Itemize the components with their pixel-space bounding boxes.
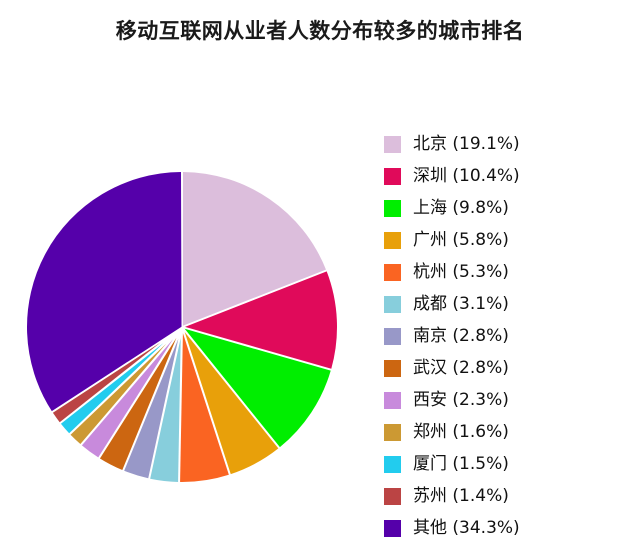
legend-swatch-icon bbox=[384, 455, 401, 473]
legend-item-厦门[interactable]: 厦门 (1.5%) bbox=[384, 448, 634, 480]
legend-swatch-icon bbox=[384, 199, 401, 217]
legend-item-郑州[interactable]: 郑州 (1.6%) bbox=[384, 416, 634, 448]
pie-slice-11[interactable]: 苏州 (1.4%) bbox=[52, 342, 161, 423]
legend-swatch-icon bbox=[384, 519, 401, 537]
legend-swatch-icon bbox=[384, 263, 401, 281]
pie-chart-svg: 北京 (19.1%)深圳 (10.4%)上海 (9.8%)广州 (5.8%)杭州… bbox=[27, 172, 338, 483]
legend-item-西安[interactable]: 西安 (2.3%) bbox=[384, 384, 634, 416]
legend: 北京 (19.1%) 深圳 (10.4%) 上海 (9.8%) 广州 (5.8%) 杭州… bbox=[384, 128, 634, 544]
legend-swatch-icon bbox=[384, 231, 401, 249]
pie-slice-9[interactable]: 郑州 (1.6%) bbox=[70, 343, 167, 445]
pie-slice-10[interactable]: 厦门 (1.5%) bbox=[60, 343, 164, 434]
legend-item-label: 苏州 (1.4%) bbox=[413, 485, 509, 506]
pie-slice-3[interactable]: 广州 (5.8%) bbox=[184, 331, 279, 475]
pie-slice-1[interactable]: 深圳 (10.4%) bbox=[185, 271, 338, 369]
legend-item-深圳[interactable]: 深圳 (10.4%) bbox=[384, 160, 634, 192]
legend-item-成都[interactable]: 成都 (3.1%) bbox=[384, 288, 634, 320]
pie-chart: 北京 (19.1%)深圳 (10.4%)上海 (9.8%)广州 (5.8%)杭州… bbox=[27, 172, 338, 483]
legend-item-杭州[interactable]: 杭州 (5.3%) bbox=[384, 256, 634, 288]
legend-item-苏州[interactable]: 苏州 (1.4%) bbox=[384, 480, 634, 512]
legend-item-label: 广州 (5.8%) bbox=[413, 229, 509, 250]
legend-item-其他[interactable]: 其他 (34.3%) bbox=[384, 512, 634, 544]
legend-item-北京[interactable]: 北京 (19.1%) bbox=[384, 128, 634, 160]
pie-slice-7[interactable]: 武汉 (2.8%) bbox=[99, 337, 177, 471]
legend-item-label: 北京 (19.1%) bbox=[413, 133, 520, 154]
legend-item-label: 其他 (34.3%) bbox=[413, 517, 520, 538]
legend-swatch-icon bbox=[384, 135, 401, 153]
legend-item-label: 厦门 (1.5%) bbox=[413, 453, 509, 474]
legend-swatch-icon bbox=[384, 327, 401, 345]
legend-swatch-icon bbox=[384, 295, 401, 313]
pie-slice-8[interactable]: 西安 (2.3%) bbox=[81, 339, 173, 458]
legend-item-南京[interactable]: 南京 (2.8%) bbox=[384, 320, 634, 352]
legend-swatch-icon bbox=[384, 423, 401, 441]
legend-item-label: 南京 (2.8%) bbox=[413, 325, 509, 346]
legend-item-武汉[interactable]: 武汉 (2.8%) bbox=[384, 352, 634, 384]
legend-item-label: 武汉 (2.8%) bbox=[413, 357, 509, 378]
legend-swatch-icon bbox=[384, 167, 401, 185]
page-title: 移动互联网从业者人数分布较多的城市排名 bbox=[115, 19, 525, 43]
legend-swatch-icon bbox=[384, 487, 401, 505]
pie-slice-5[interactable]: 成都 (3.1%) bbox=[150, 337, 181, 482]
legend-item-上海[interactable]: 上海 (9.8%) bbox=[384, 192, 634, 224]
legend-item-label: 西安 (2.3%) bbox=[413, 389, 509, 410]
pie-slice-6[interactable]: 南京 (2.8%) bbox=[124, 338, 179, 479]
legend-item-label: 上海 (9.8%) bbox=[413, 197, 509, 218]
legend-item-label: 郑州 (1.6%) bbox=[413, 421, 509, 442]
pie-slice-4[interactable]: 杭州 (5.3%) bbox=[180, 333, 229, 483]
legend-item-label: 杭州 (5.3%) bbox=[413, 261, 509, 282]
legend-item-label: 深圳 (10.4%) bbox=[413, 165, 520, 186]
pie-slice-2[interactable]: 上海 (9.8%) bbox=[184, 328, 331, 448]
legend-item-label: 成都 (3.1%) bbox=[413, 293, 509, 314]
pie-slice-12[interactable]: 其他 (34.3%) bbox=[27, 172, 182, 412]
legend-swatch-icon bbox=[384, 359, 401, 377]
pie-slice-0[interactable]: 北京 (19.1%) bbox=[182, 172, 326, 326]
legend-item-广州[interactable]: 广州 (5.8%) bbox=[384, 224, 634, 256]
legend-swatch-icon bbox=[384, 391, 401, 409]
